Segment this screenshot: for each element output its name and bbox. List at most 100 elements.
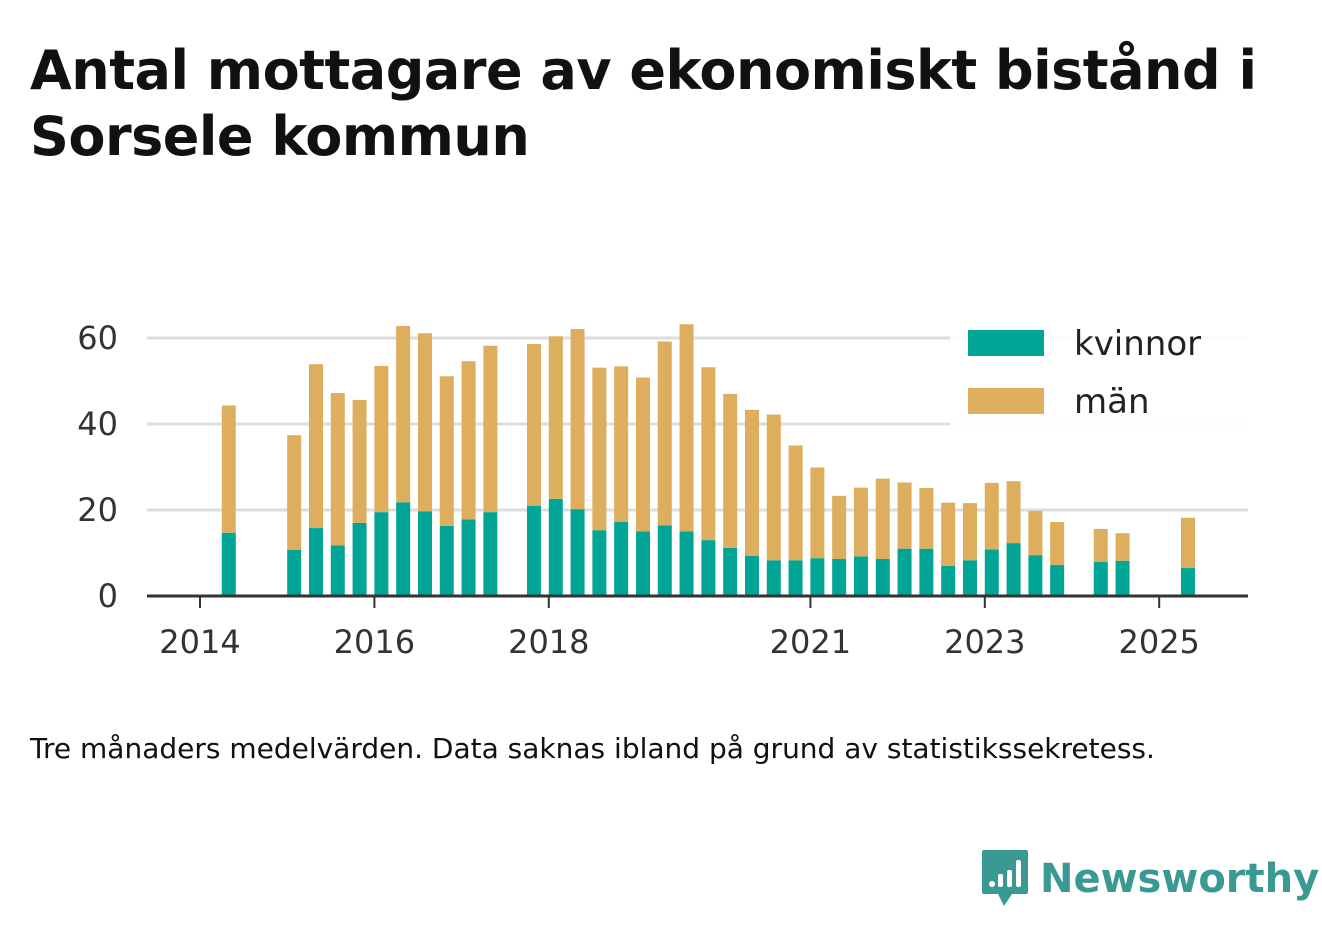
bar-kvinnor (1006, 543, 1021, 596)
y-tick-label: 20 (77, 491, 118, 529)
bars (221, 324, 1195, 596)
bar-man (483, 345, 498, 513)
bar-man (832, 495, 847, 560)
bar-kvinnor (853, 556, 868, 596)
y-axis-labels: 0 20 40 60 (77, 319, 118, 615)
y-tick-label: 40 (77, 405, 118, 443)
bar-man (614, 366, 629, 523)
footnote: Tre månaders medelvärden. Data saknas ib… (30, 732, 1155, 765)
bar-man (1180, 517, 1195, 569)
x-tick-label: 2021 (770, 623, 851, 661)
bar-kvinnor (788, 560, 803, 596)
bar-man (723, 393, 738, 548)
bar-kvinnor (396, 502, 411, 596)
bar-man (919, 488, 934, 549)
x-tick-label: 2016 (334, 623, 415, 661)
brand-name: Newsworthy (1040, 856, 1320, 902)
bar-man (788, 445, 803, 561)
bar-kvinnor (483, 512, 498, 596)
legend-swatch-kvinnor (968, 330, 1044, 356)
bar-man (897, 482, 912, 549)
bar-man (962, 503, 977, 561)
bar-kvinnor (723, 547, 738, 596)
bar-man (1028, 510, 1043, 556)
bar-man (1093, 528, 1108, 563)
bar-man (374, 365, 389, 513)
bar-kvinnor (374, 512, 389, 596)
bar-man (221, 405, 236, 533)
bar-kvinnor (548, 498, 563, 596)
bar-kvinnor (526, 505, 541, 596)
bar-kvinnor (984, 549, 999, 596)
bar-kvinnor (919, 548, 934, 596)
x-tick-label: 2023 (944, 623, 1025, 661)
bar-man (984, 482, 999, 550)
newsworthy-logo-icon (982, 850, 1028, 906)
x-axis: 2014 2016 2018 2021 2023 2025 (147, 594, 1248, 661)
bar-kvinnor (1115, 560, 1130, 596)
legend: kvinnor män (950, 318, 1250, 430)
bar-man (679, 324, 694, 532)
bar-man (701, 367, 716, 541)
bar-kvinnor (897, 548, 912, 596)
bar-man (875, 478, 890, 560)
legend-label-kvinnor: kvinnor (1074, 324, 1201, 364)
x-tick-label: 2014 (159, 623, 240, 661)
bar-kvinnor (439, 525, 454, 596)
bar-kvinnor (832, 559, 847, 596)
bar-man (439, 376, 454, 526)
bar-kvinnor (679, 531, 694, 596)
bar-man (330, 393, 345, 546)
bar-man (1006, 481, 1021, 544)
y-tick-label: 0 (98, 577, 118, 615)
legend-swatch-man (968, 388, 1044, 414)
stacked-bar-chart: 2014 2016 2018 2021 2023 2025 0 20 40 60 kvinnor… (77, 318, 1250, 661)
bar-kvinnor (657, 525, 672, 596)
bar-kvinnor (962, 560, 977, 596)
bar-man (287, 435, 302, 550)
bar-kvinnor (287, 549, 302, 596)
bar-man (941, 502, 956, 566)
bar-kvinnor (875, 559, 890, 596)
x-tick-label: 2025 (1118, 623, 1199, 661)
bar-kvinnor (810, 558, 825, 596)
x-tick-label: 2018 (508, 623, 589, 661)
bar-kvinnor (461, 519, 476, 596)
bar-man (853, 487, 868, 557)
bar-kvinnor (635, 531, 650, 596)
bar-kvinnor (352, 522, 367, 596)
bar-kvinnor (221, 532, 236, 596)
bar-kvinnor (330, 545, 345, 596)
bar-kvinnor (1093, 562, 1108, 596)
bar-kvinnor (701, 540, 716, 596)
bar-man (417, 333, 432, 512)
bar-man (526, 344, 541, 506)
bar-man (1115, 533, 1130, 561)
bar-kvinnor (1028, 555, 1043, 596)
bar-man (548, 336, 563, 499)
bar-kvinnor (614, 522, 629, 596)
bar-kvinnor (941, 565, 956, 596)
legend-label-man: män (1074, 382, 1150, 422)
bar-kvinnor (1050, 565, 1065, 596)
page-title: Antal mottagare av ekonomiskt bistånd i … (30, 39, 1257, 168)
bar-man (352, 399, 367, 523)
bar-kvinnor (744, 556, 759, 596)
bar-man (461, 361, 476, 520)
bar-man (635, 377, 650, 532)
bar-kvinnor (417, 511, 432, 596)
bar-kvinnor (308, 528, 323, 596)
bar-man (810, 467, 825, 559)
bar-man (592, 367, 607, 531)
bar-man (308, 364, 323, 529)
bar-man (396, 325, 411, 503)
bar-man (744, 409, 759, 557)
bar-kvinnor (570, 509, 585, 596)
bar-man (1050, 522, 1065, 566)
bar-kvinnor (592, 530, 607, 596)
y-tick-label: 60 (77, 319, 118, 357)
brand-logo[interactable]: Newsworthy (980, 848, 1319, 910)
bar-man (657, 341, 672, 526)
bar-man (766, 414, 781, 561)
bar-kvinnor (766, 560, 781, 596)
